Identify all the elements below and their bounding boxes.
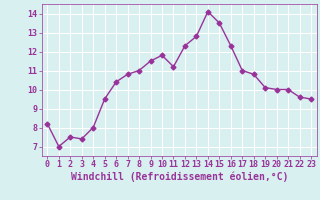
X-axis label: Windchill (Refroidissement éolien,°C): Windchill (Refroidissement éolien,°C)	[70, 172, 288, 182]
